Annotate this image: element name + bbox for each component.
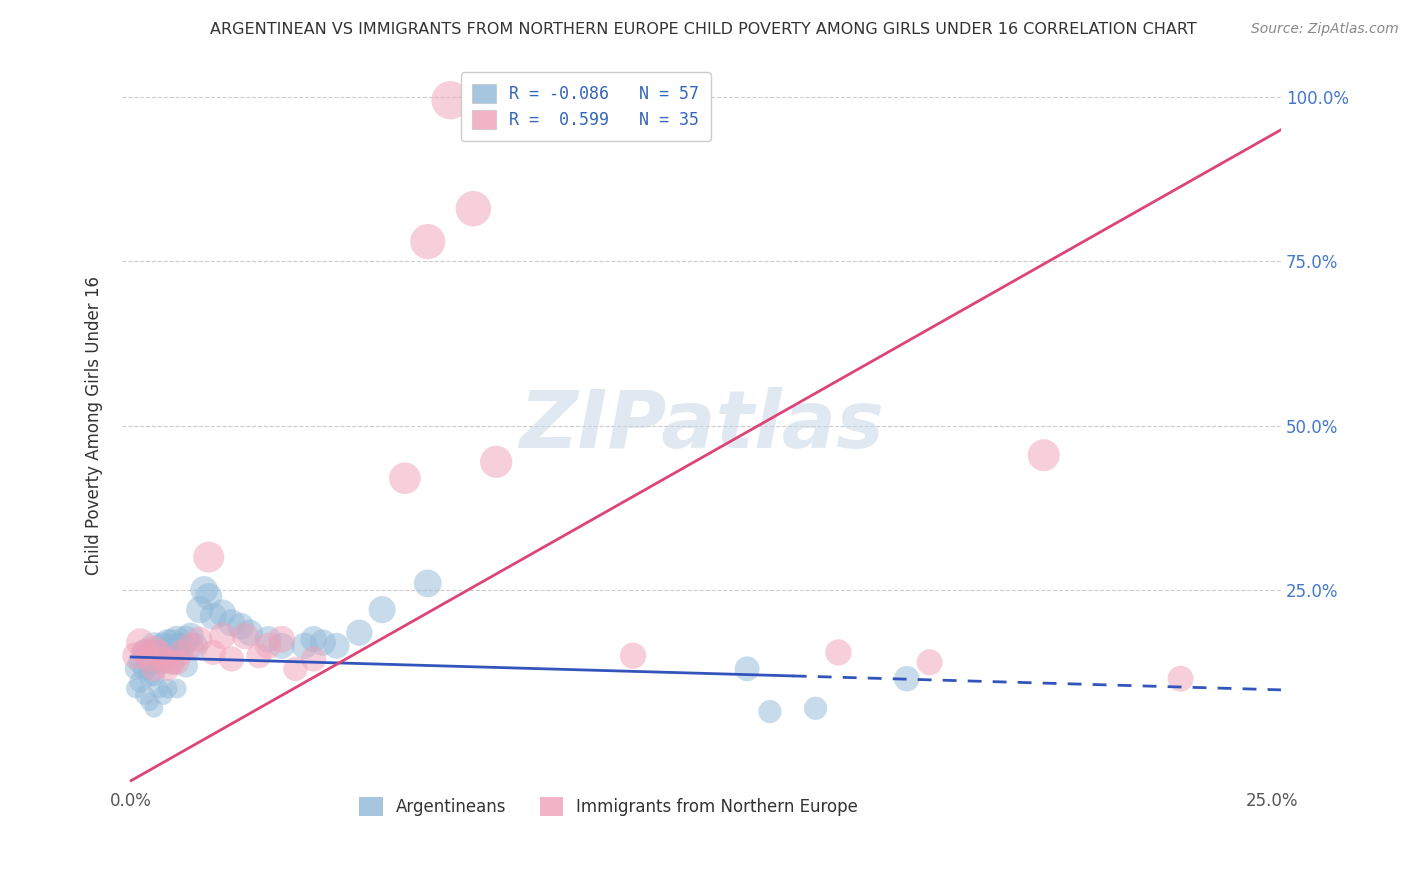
Point [166,655,188,669]
Point [188,632,211,647]
Point [156,681,179,696]
Point [138,668,160,682]
Point [918,655,941,669]
Point [134,662,156,676]
Point [302,632,325,647]
Point [221,615,243,630]
Point [152,688,174,702]
Point [162,655,184,669]
Point [179,629,201,643]
Point [312,635,335,649]
Legend: Argentineans, Immigrants from Northern Europe: Argentineans, Immigrants from Northern E… [349,787,869,826]
Point [239,625,262,640]
Point [349,625,371,640]
Point [134,645,156,659]
Text: Source: ZipAtlas.com: Source: ZipAtlas.com [1251,22,1399,37]
Point [1170,672,1192,686]
Point [257,639,280,653]
Point [143,662,166,676]
Point [325,639,347,653]
Point [759,705,782,719]
Text: ZIPatlas: ZIPatlas [519,386,884,465]
Point [138,645,160,659]
Point [644,93,666,107]
Point [257,632,280,647]
Point [134,688,156,702]
Point [247,648,270,663]
Point [156,635,179,649]
Point [197,550,219,565]
Point [202,609,225,624]
Y-axis label: Child Poverty Among Girls Under 16: Child Poverty Among Girls Under 16 [86,277,103,575]
Point [804,701,827,715]
Point [152,639,174,653]
Point [148,645,170,659]
Point [152,655,174,669]
Point [166,639,188,653]
Point [166,681,188,696]
Point [125,648,148,663]
Point [170,645,193,659]
Point [125,662,148,676]
Point [143,642,166,657]
Point [827,645,849,659]
Point [211,606,233,620]
Point [1032,448,1054,462]
Point [174,658,197,673]
Point [162,655,184,669]
Point [202,645,225,659]
Point [143,655,166,669]
Point [233,629,256,643]
Point [152,652,174,666]
Point [284,662,307,676]
Point [621,648,644,663]
Point [270,632,292,647]
Point [166,632,188,647]
Point [179,639,201,653]
Point [143,668,166,682]
Point [229,619,252,633]
Point [394,471,416,485]
Point [143,701,166,715]
Point [211,629,233,643]
Point [270,639,292,653]
Point [148,652,170,666]
Point [463,202,485,216]
Point [134,645,156,659]
Point [156,662,179,676]
Point [125,681,148,696]
Point [416,576,439,591]
Point [138,652,160,666]
Point [174,632,197,647]
Point [416,235,439,249]
Point [485,455,508,469]
Point [138,695,160,709]
Point [193,582,215,597]
Point [162,635,184,649]
Point [129,655,152,669]
Point [221,652,243,666]
Text: ARGENTINEAN VS IMMIGRANTS FROM NORTHERN EUROPE CHILD POVERTY AMONG GIRLS UNDER 1: ARGENTINEAN VS IMMIGRANTS FROM NORTHERN … [209,22,1197,37]
Point [152,645,174,659]
Point [129,675,152,690]
Point [143,645,166,659]
Point [129,635,152,649]
Point [302,652,325,666]
Point [294,639,316,653]
Point [371,602,394,616]
Point [184,639,207,653]
Point [896,672,918,686]
Point [188,602,211,616]
Point [148,645,170,659]
Point [735,662,758,676]
Point [138,655,160,669]
Point [439,93,461,107]
Point [148,681,170,696]
Point [156,645,179,659]
Point [197,590,219,604]
Point [170,639,193,653]
Point [143,639,166,653]
